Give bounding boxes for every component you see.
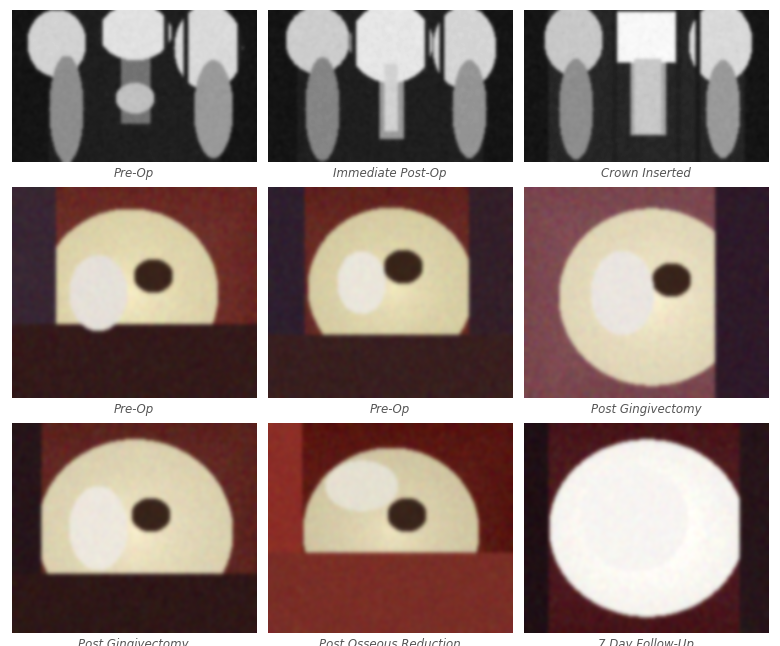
Text: Post Osseous Reduction: Post Osseous Reduction <box>319 638 461 646</box>
Text: Pre-Op: Pre-Op <box>114 403 154 416</box>
Text: Immediate Post-Op: Immediate Post-Op <box>333 167 447 180</box>
Text: Pre-Op: Pre-Op <box>114 167 154 180</box>
Text: Post Gingivectomy: Post Gingivectomy <box>591 403 701 416</box>
Text: Post Gingivectomy: Post Gingivectomy <box>79 638 189 646</box>
Text: Crown Inserted: Crown Inserted <box>601 167 691 180</box>
Text: Pre-Op: Pre-Op <box>370 403 410 416</box>
Text: 7 Day Follow-Up: 7 Day Follow-Up <box>598 638 694 646</box>
